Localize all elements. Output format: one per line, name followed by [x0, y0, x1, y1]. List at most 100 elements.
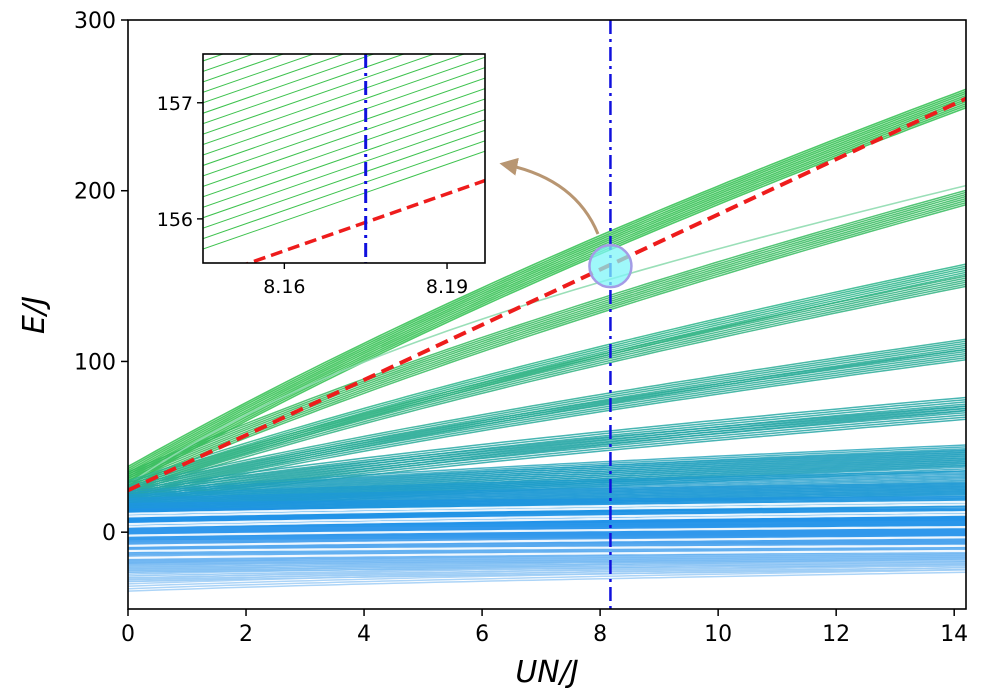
- energy-level-line: [128, 203, 966, 488]
- energy-level-line: [128, 486, 966, 504]
- x-axis-label: UN/J: [515, 655, 578, 690]
- inset-green-line: [203, 150, 485, 250]
- x-tick-label: 12: [822, 622, 850, 647]
- plot-frame: [127, 19, 967, 610]
- energy-level-line: [128, 199, 966, 483]
- energy-level-line: [128, 348, 966, 489]
- band-gap-line: [128, 544, 966, 553]
- energy-level-line: [128, 88, 966, 468]
- energy-level-line: [128, 407, 966, 495]
- energy-level-line: [128, 483, 966, 501]
- energy-level-line: [128, 275, 966, 484]
- energy-level-line: [128, 96, 966, 476]
- energy-level-line: [128, 405, 966, 500]
- inset-x-tick-label: 8.19: [426, 276, 468, 298]
- energy-level-line: [128, 279, 966, 488]
- inset-green-line: [203, 98, 485, 198]
- energy-level-line: [128, 283, 966, 492]
- inset-green-line: [203, 56, 485, 156]
- energy-level-line: [128, 564, 966, 585]
- energy-level-line: [128, 414, 966, 501]
- energy-level-line: [128, 557, 966, 572]
- inset-y-axis-ticks: 156 157: [157, 93, 203, 231]
- band-gap-line: [128, 526, 966, 537]
- zoom-arrow: [499, 157, 600, 235]
- energy-level-line: [128, 559, 966, 573]
- inset-green-line: [203, 54, 406, 125]
- band-gaps: [128, 500, 966, 559]
- energy-level-line: [128, 350, 966, 491]
- inset-green-line: [203, 54, 285, 83]
- inset-green-line: [203, 54, 376, 114]
- energy-level-line: [128, 102, 966, 482]
- energy-level-line: [128, 94, 966, 474]
- energy-level-line: [128, 191, 966, 475]
- inset-green-line: [203, 67, 485, 166]
- energy-level-line: [128, 193, 966, 477]
- energy-level-line: [128, 184, 966, 486]
- energy-level-line: [128, 561, 966, 583]
- energy-level-line: [128, 356, 966, 497]
- energy-level-line: [128, 471, 966, 498]
- inset-dashed-line: [244, 178, 485, 263]
- energy-level-line: [128, 499, 966, 508]
- energy-level-line: [128, 524, 966, 528]
- energy-level-line: [128, 98, 966, 478]
- inset-green-line: [203, 88, 485, 187]
- energy-level-line: [128, 277, 966, 486]
- energy-level-line: [128, 470, 966, 496]
- energy-level-line: [128, 90, 966, 470]
- y-tick-label: 200: [74, 180, 116, 205]
- energy-level-line: [128, 281, 966, 490]
- x-tick-label: 0: [121, 622, 135, 647]
- inset-green-line: [203, 54, 436, 135]
- y-tick-label: 300: [74, 9, 116, 34]
- energy-level-line: [128, 189, 966, 473]
- inset-green-lines: [203, 54, 485, 250]
- zoom-region-circle: [588, 243, 633, 289]
- inset-green-line: [203, 54, 346, 104]
- energy-level-line: [128, 571, 966, 592]
- energy-level-line: [128, 561, 966, 575]
- inset-x-axis-ticks: 8.16 8.19: [263, 263, 468, 298]
- band-gap-line: [128, 513, 966, 528]
- energy-level-line: [128, 409, 966, 497]
- energy-level-line: [128, 201, 966, 486]
- energy-level-line: [128, 354, 966, 495]
- energy-level-line: [128, 340, 966, 489]
- energy-level-line: [128, 444, 966, 492]
- energy-level-line: [128, 265, 966, 484]
- energy-level-line: [128, 107, 966, 486]
- inset-green-line: [203, 54, 315, 93]
- energy-level-line: [128, 104, 966, 484]
- energy-level-line: [128, 473, 966, 499]
- energy-level-line: [128, 92, 966, 472]
- energy-level-line: [128, 482, 966, 500]
- energy-level-line: [128, 338, 966, 487]
- ground-state-dashed-line: [128, 96, 966, 493]
- energy-level-line: [128, 401, 966, 495]
- energy-level-line: [128, 453, 966, 498]
- energy-level-line: [128, 495, 966, 505]
- inset-x-tick-label: 8.16: [263, 276, 305, 298]
- inset-green-line: [203, 54, 466, 146]
- energy-level-line: [128, 547, 966, 556]
- inset-green-line: [203, 108, 485, 208]
- inset-green-line: [203, 54, 225, 62]
- energy-level-line: [128, 543, 966, 549]
- energy-level-line: [128, 403, 966, 498]
- band-gap-line: [128, 536, 966, 547]
- inset-green-line: [203, 140, 485, 240]
- energy-level-line: [128, 358, 966, 499]
- energy-level-line: [128, 398, 966, 493]
- energy-level-line: [128, 497, 966, 506]
- x-tick-label: 2: [239, 622, 253, 647]
- energy-level-line: [128, 285, 966, 494]
- energy-level-line: [128, 566, 966, 588]
- energy-level-line: [128, 555, 966, 570]
- inset-y-tick-label: 157: [157, 93, 193, 115]
- energy-level-line: [128, 197, 966, 481]
- energy-level-line: [128, 195, 966, 479]
- inset-green-line: [203, 54, 255, 72]
